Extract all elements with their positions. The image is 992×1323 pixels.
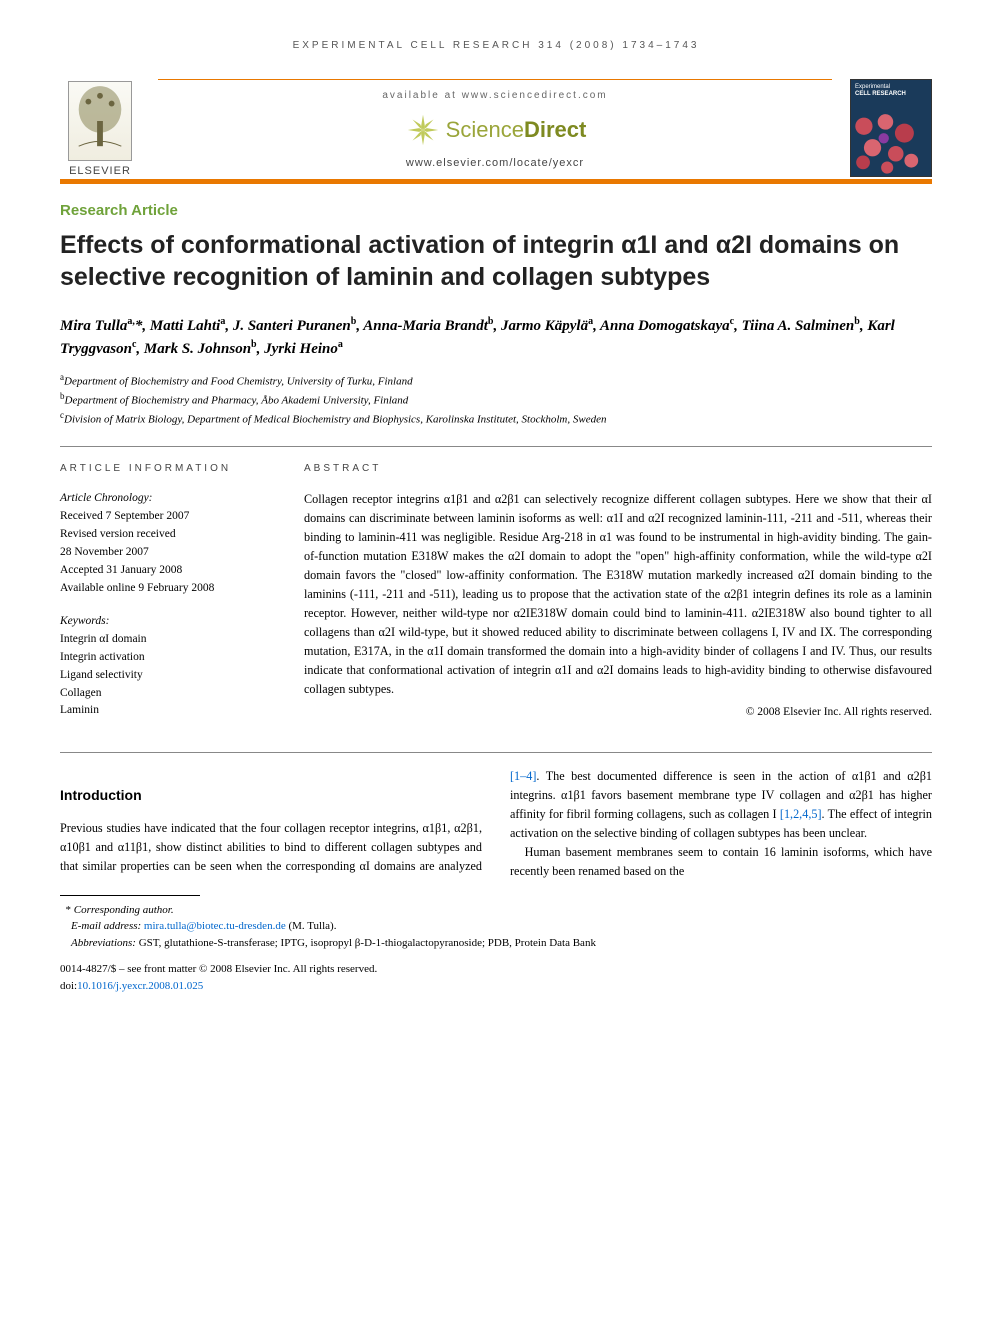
- masthead-center: available at www.sciencedirect.com Scien…: [158, 79, 832, 177]
- copyright-line: © 2008 Elsevier Inc. All rights reserved…: [304, 704, 932, 722]
- keywords-block: Keywords: Integrin αI domainIntegrin act…: [60, 613, 276, 720]
- divider: [60, 446, 932, 447]
- journal-locate-url[interactable]: www.elsevier.com/locate/yexcr: [158, 157, 832, 169]
- issn-line: 0014-4827/$ – see front matter © 2008 El…: [60, 961, 932, 978]
- email-note: E-mail address: mira.tulla@biotec.tu-dre…: [60, 918, 932, 935]
- keyword-line: Laminin: [60, 702, 276, 720]
- email-link[interactable]: mira.tulla@biotec.tu-dresden.de: [144, 920, 286, 932]
- abstract-text: Collagen receptor integrins α1β1 and α2β…: [304, 490, 932, 698]
- chronology-block: Article Chronology: Received 7 September…: [60, 490, 276, 597]
- article-type: Research Article: [60, 202, 932, 219]
- chronology-label: Article Chronology:: [60, 490, 276, 508]
- publisher-name: ELSEVIER: [69, 165, 131, 177]
- elsevier-tree-icon: [68, 81, 132, 161]
- affiliation-line: bDepartment of Biochemistry and Pharmacy…: [60, 390, 932, 409]
- chronology-line: Revised version received: [60, 526, 276, 544]
- abstract-head: ABSTRACT: [304, 461, 932, 477]
- chronology-line: 28 November 2007: [60, 544, 276, 562]
- divider: [60, 752, 932, 753]
- affiliation-line: cDivision of Matrix Biology, Department …: [60, 409, 932, 428]
- corresponding-author-note: * Corresponding author.: [60, 902, 932, 919]
- citation-link[interactable]: [1–4]: [510, 769, 536, 783]
- available-at-text: available at www.sciencedirect.com: [158, 90, 832, 101]
- keyword-line: Ligand selectivity: [60, 667, 276, 685]
- doi-line: doi:10.1016/j.yexcr.2008.01.025: [60, 978, 932, 995]
- sciencedirect-burst-icon: [404, 111, 442, 149]
- abbreviations-note: Abbreviations: GST, glutathione-S-transf…: [60, 935, 932, 952]
- intro-paragraph: Human basement membranes seem to contain…: [510, 843, 932, 881]
- article-title: Effects of conformational activation of …: [60, 229, 932, 293]
- section-head-introduction: Introduction: [60, 785, 482, 807]
- article-info-head: ARTICLE INFORMATION: [60, 461, 276, 477]
- footer-block: 0014-4827/$ – see front matter © 2008 El…: [60, 961, 932, 994]
- masthead: ELSEVIER available at www.sciencedirect.…: [60, 79, 932, 184]
- sciencedirect-wordmark: ScienceDirect: [446, 117, 587, 143]
- sciencedirect-logo[interactable]: ScienceDirect: [404, 111, 587, 149]
- doi-link[interactable]: 10.1016/j.yexcr.2008.01.025: [77, 980, 203, 992]
- footnote-divider: [60, 895, 200, 896]
- footnotes: * Corresponding author. E-mail address: …: [60, 902, 932, 952]
- author-list: Mira Tullaa,*, Matti Lahtia, J. Santeri …: [60, 315, 932, 361]
- affiliation-line: aDepartment of Biochemistry and Food Che…: [60, 371, 932, 390]
- keyword-line: Collagen: [60, 685, 276, 703]
- chronology-line: Accepted 31 January 2008: [60, 562, 276, 580]
- chronology-line: Received 7 September 2007: [60, 508, 276, 526]
- body-two-column: Introduction Previous studies have indic…: [60, 767, 932, 880]
- running-head: EXPERIMENTAL CELL RESEARCH 314 (2008) 17…: [60, 40, 932, 51]
- affiliations: aDepartment of Biochemistry and Food Che…: [60, 371, 932, 428]
- article-info-column: ARTICLE INFORMATION Article Chronology: …: [60, 461, 276, 736]
- keywords-label: Keywords:: [60, 613, 276, 631]
- chronology-line: Available online 9 February 2008: [60, 580, 276, 598]
- keyword-line: Integrin αI domain: [60, 631, 276, 649]
- abstract-column: ABSTRACT Collagen receptor integrins α1β…: [304, 461, 932, 736]
- journal-cover-thumb: Experimental CELL RESEARCH: [850, 79, 932, 177]
- keyword-line: Integrin activation: [60, 649, 276, 667]
- publisher-block: ELSEVIER: [60, 79, 140, 177]
- citation-link[interactable]: [1,2,4,5]: [780, 807, 822, 821]
